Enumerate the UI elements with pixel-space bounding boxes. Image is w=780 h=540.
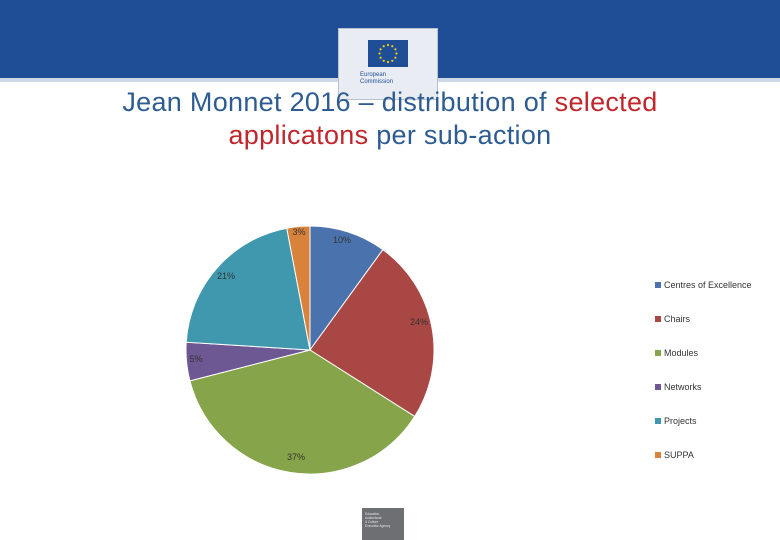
data-label-chairs: 24%	[410, 317, 428, 327]
eacea-logo: Education, Audiovisual & Culture Executi…	[362, 508, 404, 540]
legend-item-centres-of-excellence: Centres of Excellence	[655, 278, 752, 292]
title-highlight-selected: selected	[554, 87, 658, 117]
legend-label: Chairs	[664, 314, 691, 324]
logo-text: European Commission	[360, 72, 394, 85]
data-label-centres-of-excellence: 10%	[333, 235, 351, 245]
title-highlight-applicatons: applicatons	[228, 120, 369, 150]
page-title: Jean Monnet 2016 – distribution of selec…	[20, 86, 760, 152]
legend-swatch	[655, 452, 661, 458]
legend-swatch	[655, 418, 661, 424]
eu-flag-icon	[368, 40, 408, 67]
legend-label: Projects	[664, 416, 697, 426]
legend-label: Centres of Excellence	[664, 280, 752, 290]
legend-item-chairs: Chairs	[655, 312, 690, 326]
legend-label: Modules	[664, 348, 699, 358]
eacea-logo-text: Education, Audiovisual & Culture Executi…	[365, 512, 391, 528]
data-label-suppa: 3%	[292, 227, 305, 237]
legend-swatch	[655, 316, 661, 322]
legend-swatch	[655, 350, 661, 356]
legend-label: Networks	[664, 382, 702, 392]
legend-swatch	[655, 282, 661, 288]
legend-label: SUPPA	[664, 450, 694, 460]
title-part-1: Jean Monnet 2016 – distribution of	[122, 87, 555, 117]
pie-slice-modules	[189, 349, 416, 475]
pie-slice-suppa	[286, 225, 311, 351]
pie-slice-chairs	[309, 248, 435, 418]
data-label-modules: 37%	[287, 452, 305, 462]
pie-slice-projects	[185, 227, 311, 351]
data-label-projects: 21%	[217, 271, 235, 281]
legend-item-modules: Modules	[655, 346, 698, 360]
title-part-4: per sub-action	[368, 120, 552, 150]
pie-slice-centres-of-excellence	[309, 225, 384, 352]
legend-item-projects: Projects	[655, 414, 697, 428]
legend-item-suppa: SUPPA	[655, 448, 694, 462]
data-label-networks: 5%	[189, 354, 202, 364]
legend-swatch	[655, 384, 661, 390]
legend-item-networks: Networks	[655, 380, 702, 394]
european-commission-logo: European Commission	[338, 28, 438, 100]
